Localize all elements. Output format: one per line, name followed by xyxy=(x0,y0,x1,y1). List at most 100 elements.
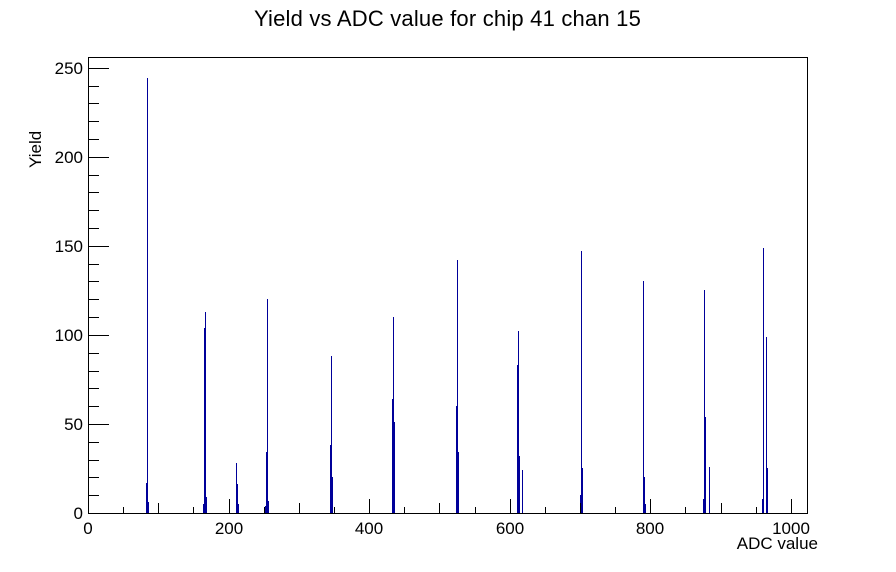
histogram-bin xyxy=(643,281,644,513)
x-tick-label: 200 xyxy=(214,519,244,538)
x-major-tick xyxy=(650,499,651,513)
histogram-bin xyxy=(394,422,395,513)
histogram-bin xyxy=(236,463,237,513)
x-axis-title: ADC value xyxy=(736,534,818,553)
y-tick-label: 150 xyxy=(54,237,83,256)
y-axis-title: Yield xyxy=(26,130,45,168)
histogram-bin xyxy=(393,317,394,513)
x-minor-tick xyxy=(615,507,616,513)
histogram-bin xyxy=(766,337,767,513)
x-minor-tick xyxy=(404,507,405,513)
x-minor-tick xyxy=(123,507,124,513)
histogram-bin xyxy=(704,290,705,513)
histogram-bin xyxy=(203,504,204,513)
y-major-tick xyxy=(89,424,109,425)
y-major-tick xyxy=(89,157,109,158)
x-major-tick xyxy=(88,499,89,513)
histogram-bin xyxy=(458,452,459,513)
x-tick-label: 800 xyxy=(635,519,665,538)
histogram-bin xyxy=(266,452,267,513)
x-major-tick xyxy=(791,499,792,513)
y-minor-tick xyxy=(89,388,99,389)
y-tick-label: 0 xyxy=(73,504,83,523)
histogram-bin xyxy=(458,504,459,513)
histogram-bin xyxy=(762,499,763,513)
y-tick-label: 50 xyxy=(64,415,83,434)
y-minor-tick xyxy=(89,210,99,211)
histogram-bin xyxy=(645,504,646,513)
histogram-bin xyxy=(268,501,269,513)
histogram-bin xyxy=(204,328,205,513)
histogram-bin xyxy=(237,484,238,513)
y-minor-tick xyxy=(89,477,99,478)
histogram-bin xyxy=(394,501,395,513)
histogram-bin xyxy=(763,248,764,513)
histogram-bin xyxy=(517,365,518,513)
histogram-bin xyxy=(265,506,266,513)
y-major-tick xyxy=(89,513,109,514)
x-tick-label: 0 xyxy=(83,519,93,538)
histogram-bin xyxy=(581,251,582,513)
histogram-bin xyxy=(205,372,206,513)
y-major-tick xyxy=(89,246,109,247)
histogram-bin xyxy=(519,456,520,513)
y-tick-label: 250 xyxy=(54,59,83,78)
y-minor-tick xyxy=(89,86,99,87)
x-major-tick xyxy=(369,499,370,513)
y-tick-label: 200 xyxy=(54,148,83,167)
x-minor-tick xyxy=(158,503,159,513)
histogram-bin xyxy=(644,477,645,513)
x-tick-label: 600 xyxy=(495,519,525,538)
histogram-bin xyxy=(518,331,519,513)
histogram-bin xyxy=(330,445,331,513)
y-major-tick xyxy=(89,335,109,336)
histogram-bin xyxy=(148,502,149,513)
histogram-bin xyxy=(206,497,207,513)
x-minor-tick xyxy=(685,507,686,513)
histogram-bin xyxy=(456,406,457,513)
y-minor-tick xyxy=(89,371,99,372)
histogram-bin xyxy=(522,470,523,513)
y-minor-tick xyxy=(89,228,99,229)
histogram-bin xyxy=(582,468,583,513)
y-minor-tick xyxy=(89,139,99,140)
x-major-tick xyxy=(510,499,511,513)
x-minor-tick xyxy=(193,507,194,513)
x-minor-tick xyxy=(721,503,722,513)
histogram-bin xyxy=(457,260,458,513)
histogram-bin xyxy=(238,504,239,513)
histogram-bin xyxy=(392,399,393,513)
y-minor-tick xyxy=(89,495,99,496)
histogram-bin xyxy=(267,299,268,513)
histogram-bin xyxy=(331,356,332,513)
y-tick-label: 100 xyxy=(54,326,83,345)
histogram-bin xyxy=(767,468,768,513)
y-minor-tick xyxy=(89,353,99,354)
y-minor-tick xyxy=(89,317,99,318)
x-tick-label: 400 xyxy=(354,519,384,538)
y-minor-tick xyxy=(89,264,99,265)
y-minor-tick xyxy=(89,192,99,193)
x-minor-tick xyxy=(756,507,757,513)
y-minor-tick xyxy=(89,406,99,407)
x-minor-tick xyxy=(580,503,581,513)
x-minor-tick xyxy=(545,507,546,513)
histogram-bin xyxy=(147,78,148,513)
plot-frame xyxy=(88,57,808,514)
y-major-tick xyxy=(89,68,109,69)
y-minor-tick xyxy=(89,175,99,176)
x-minor-tick xyxy=(439,503,440,513)
x-minor-tick xyxy=(264,507,265,513)
histogram-bin xyxy=(705,417,706,513)
chart-title: Yield vs ADC value for chip 41 chan 15 xyxy=(253,6,642,31)
y-minor-tick xyxy=(89,121,99,122)
y-minor-tick xyxy=(89,460,99,461)
x-tick-label: 1000 xyxy=(772,519,810,538)
histogram-bin xyxy=(703,499,704,513)
histogram-bin xyxy=(146,483,147,513)
x-major-tick xyxy=(229,499,230,513)
x-minor-tick xyxy=(475,507,476,513)
x-minor-tick xyxy=(299,503,300,513)
y-minor-tick xyxy=(89,299,99,300)
